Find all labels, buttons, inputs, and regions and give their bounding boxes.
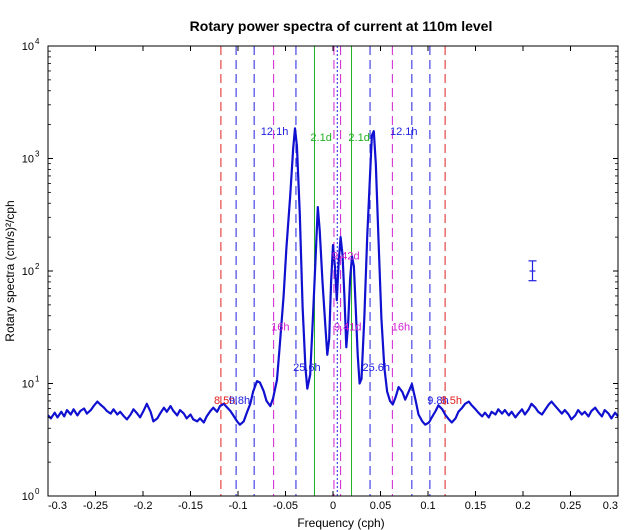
x-axis-label: Frequency (cph) [297,516,384,530]
x-tick-label: 0 [330,500,336,512]
y-tick-label-exponent: 0 [35,487,40,496]
peak-annotation: 25.6h [293,362,321,374]
x-tick-label: 0.25 [560,500,581,512]
peak-annotation: 9.42d [332,250,360,262]
y-tick-label: 10 [22,491,34,503]
x-tick-label: 0.05 [370,500,391,512]
x-tick-label: 0.15 [465,500,486,512]
peak-annotation: 16h [392,322,410,334]
spectrum-series-line [47,127,619,426]
peak-annotation: 12.1h [261,126,289,138]
peak-annotation: 16h [271,322,289,334]
peak-annotation: 2.1d [310,132,331,144]
y-tick-label-exponent: 4 [35,37,40,46]
x-tick-label: -0.2 [134,500,153,512]
error-bar [528,260,537,282]
x-tick-label: 0.1 [420,500,435,512]
y-tick-label-exponent: 3 [35,150,40,159]
x-tick-label: -0.25 [83,500,108,512]
peak-annotation: 12.1h [390,126,418,138]
peak-annotation: 9.8h [427,395,448,407]
y-tick-label-exponent: 1 [35,375,40,384]
x-tick-label: -0.15 [178,500,203,512]
x-tick-label: 0.3 [603,500,618,512]
y-tick-label: 10 [22,266,34,278]
peak-annotation: 2.1d [348,132,369,144]
peak-annotation: 25.6h [362,362,390,374]
x-tick-label: -0.3 [48,500,67,512]
x-tick-label: -0.05 [273,500,298,512]
x-tick-label: 0.2 [515,500,530,512]
y-axis-label: Rotary spectra (cm/s)²/cph [3,200,17,341]
y-tick-label: 10 [22,379,34,391]
peak-annotation: 9.8h [229,395,250,407]
x-tick-label: -0.1 [229,500,248,512]
y-tick-label: 10 [22,41,34,53]
peak-annotation: 9.41d [334,322,362,334]
chart-title: Rotary power spectra of current at 110m … [190,18,493,34]
y-tick-label: 10 [22,154,34,166]
peak-annotation: 8.5h [441,395,462,407]
peak-annotation: 8.5h [214,395,235,407]
y-tick-label-exponent: 2 [35,262,40,271]
